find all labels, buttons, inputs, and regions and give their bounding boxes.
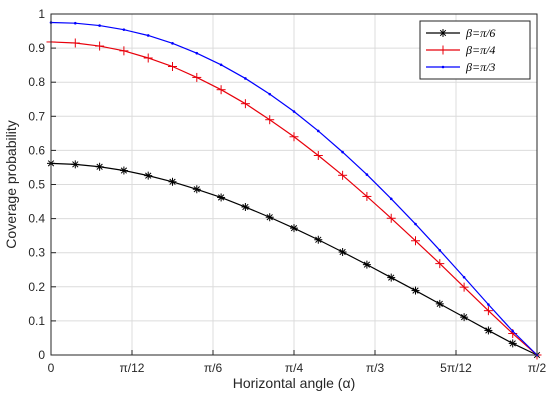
series-3 xyxy=(49,21,539,357)
data-point xyxy=(459,282,469,292)
data-point xyxy=(411,286,420,295)
data-point xyxy=(71,160,80,169)
data-point xyxy=(122,28,126,31)
data-point xyxy=(216,85,226,95)
data-point xyxy=(144,171,153,180)
data-point xyxy=(146,34,150,37)
data-point xyxy=(411,236,421,246)
data-point xyxy=(338,248,347,257)
data-point xyxy=(192,72,202,82)
data-point xyxy=(341,150,344,154)
data-point xyxy=(435,299,444,308)
data-point xyxy=(316,129,320,133)
legend-label: β=π/4 xyxy=(465,43,495,57)
data-point xyxy=(439,29,447,37)
data-point xyxy=(265,115,275,125)
x-tick-label: π/6 xyxy=(204,361,223,375)
data-point xyxy=(462,275,466,279)
y-tick-label: 0.1 xyxy=(28,314,45,328)
series-layer xyxy=(46,21,542,360)
legend-item-3: β=π/3 xyxy=(426,60,495,74)
x-tick-label: π/12 xyxy=(120,361,145,375)
x-tick-label: π/3 xyxy=(366,361,385,375)
data-point xyxy=(435,259,445,269)
data-point xyxy=(414,222,417,226)
data-point xyxy=(95,41,105,51)
data-point xyxy=(265,213,274,222)
legend-label: β=π/6 xyxy=(465,26,495,40)
data-point xyxy=(290,224,299,233)
data-point xyxy=(362,191,372,201)
data-point xyxy=(119,166,128,175)
data-point xyxy=(70,38,80,48)
y-axis-label: Coverage probability xyxy=(3,120,19,248)
data-point xyxy=(314,235,323,244)
data-point xyxy=(438,45,448,55)
data-point xyxy=(438,249,442,252)
y-tick-label: 0.4 xyxy=(28,212,45,226)
data-point xyxy=(268,92,272,96)
data-point xyxy=(460,313,469,322)
data-point xyxy=(192,185,201,194)
y-tick-label: 1 xyxy=(38,7,45,21)
data-point xyxy=(195,51,199,55)
data-point xyxy=(98,24,101,27)
data-point xyxy=(511,329,515,333)
data-point xyxy=(241,203,250,212)
data-point xyxy=(217,193,226,202)
legend-label: β=π/3 xyxy=(465,60,495,74)
data-point xyxy=(484,326,493,335)
series-2 xyxy=(46,37,542,360)
series-1 xyxy=(47,159,542,359)
data-point xyxy=(508,339,517,348)
data-point xyxy=(362,260,371,269)
y-tick-label: 0.8 xyxy=(28,75,45,89)
data-point xyxy=(441,65,445,69)
y-tick-label: 0.2 xyxy=(28,280,45,294)
data-point xyxy=(338,170,348,180)
data-point xyxy=(219,63,223,67)
data-point xyxy=(487,303,490,306)
data-point xyxy=(119,46,129,56)
y-tick-label: 0.9 xyxy=(28,41,45,55)
data-point xyxy=(73,21,77,25)
data-point xyxy=(244,77,247,80)
legend-item-1: β=π/6 xyxy=(426,26,495,40)
data-point xyxy=(95,162,104,171)
tick-labels: 0 π/12 π/6 π/4 π/3 5π/12 π/2 0 0.1 0.2 0.3 0.4 0.5 0.… xyxy=(28,7,546,375)
data-point xyxy=(171,42,174,45)
data-point xyxy=(168,62,178,72)
legend-item-2: β=π/4 xyxy=(426,43,495,57)
data-point xyxy=(289,132,299,142)
x-tick-label: 0 xyxy=(48,361,55,375)
x-tick-label: 5π/12 xyxy=(440,361,472,375)
y-tick-label: 0.7 xyxy=(28,109,45,123)
data-point xyxy=(386,213,396,223)
data-point xyxy=(483,306,493,316)
y-tick-label: 0.5 xyxy=(28,178,45,192)
data-point xyxy=(387,273,396,282)
data-point xyxy=(292,110,296,113)
y-tick-label: 0.3 xyxy=(28,246,45,260)
x-tick-label: π/2 xyxy=(528,361,547,375)
data-point xyxy=(143,53,153,63)
y-tick-label: 0 xyxy=(38,348,45,362)
y-tick-label: 0.6 xyxy=(28,143,45,157)
data-point xyxy=(365,173,369,176)
x-tick-label: π/4 xyxy=(285,361,304,375)
legend: β=π/6 β=π/4 β=π/3 xyxy=(419,20,531,80)
x-axis-label: Horizontal angle (α) xyxy=(233,375,355,391)
data-point xyxy=(168,177,177,186)
data-point xyxy=(240,99,250,109)
data-point xyxy=(313,151,323,161)
data-point xyxy=(389,197,393,201)
